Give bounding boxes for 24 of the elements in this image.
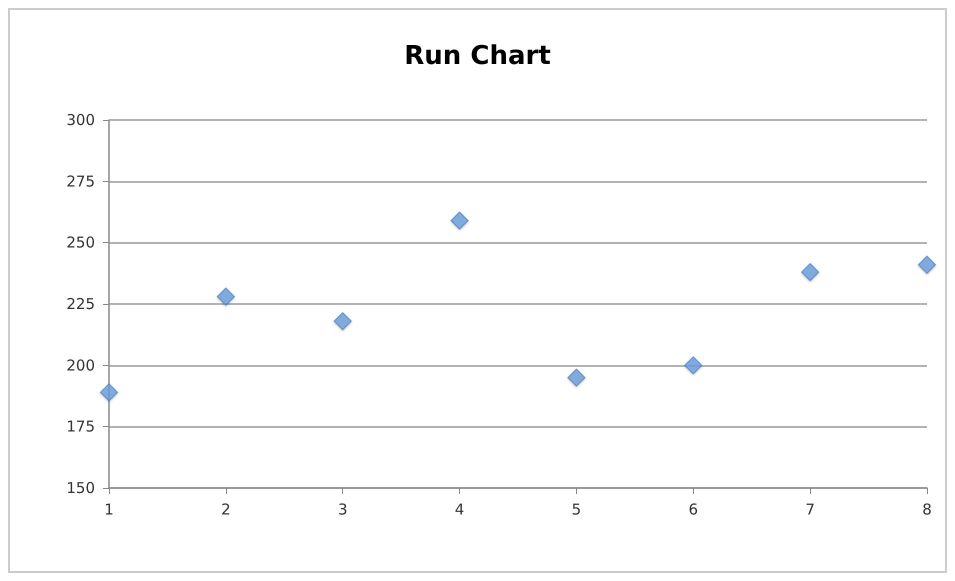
x-tick-label: 4: [454, 500, 464, 518]
y-tick-label: 200: [66, 356, 95, 374]
y-tick-label: 175: [66, 418, 95, 436]
y-tick-label: 150: [66, 479, 95, 497]
point: [801, 263, 820, 282]
chart-title: Run Chart: [404, 41, 551, 71]
point: [100, 383, 118, 402]
x-tick-label: 7: [805, 500, 815, 518]
point: [334, 312, 352, 330]
point: [918, 256, 936, 274]
y-tick-label: 300: [66, 111, 95, 129]
x-tick-label: 1: [104, 500, 114, 518]
point: [567, 368, 586, 387]
y-tick-label: 250: [66, 234, 95, 252]
x-tick-label: 5: [572, 500, 582, 518]
x-tick-label: 8: [922, 500, 932, 518]
point: [684, 356, 702, 374]
x-tick-label: 3: [338, 500, 348, 518]
y-tick-label: 275: [66, 172, 95, 190]
point: [450, 212, 469, 230]
x-tick-label: 6: [688, 500, 698, 518]
y-tick-label: 225: [66, 295, 95, 313]
x-tick-label: 2: [221, 500, 231, 518]
point: [216, 288, 235, 306]
